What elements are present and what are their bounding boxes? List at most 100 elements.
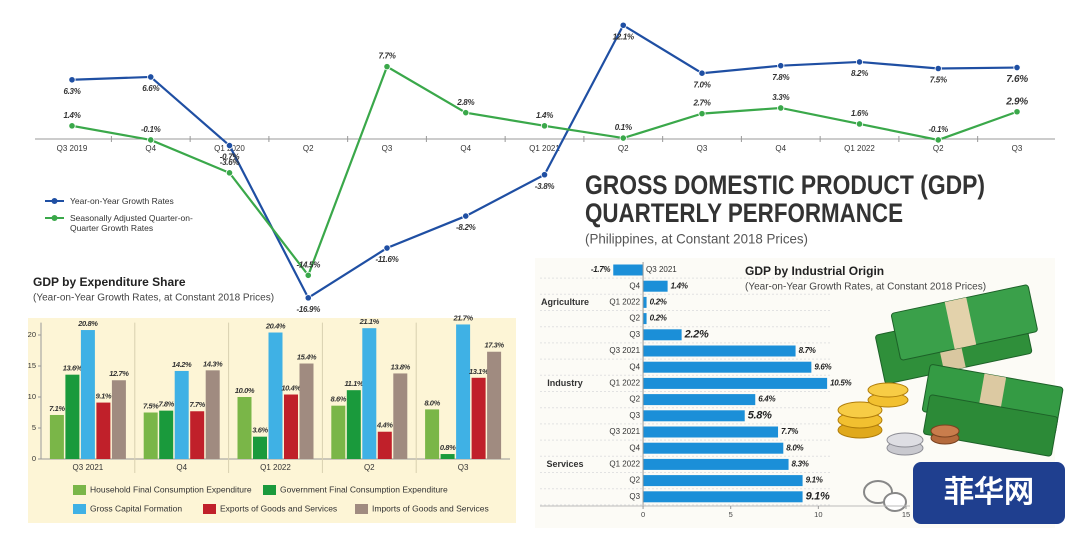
data-label: 10.5% — [830, 379, 851, 388]
data-label: 7.7% — [378, 52, 395, 61]
data-label: 7.1% — [49, 404, 65, 413]
data-label: 14.3% — [203, 359, 223, 368]
y-tick-label: Q2 — [629, 395, 640, 404]
series-point — [777, 62, 785, 70]
bar — [643, 394, 756, 406]
bar — [377, 431, 392, 459]
x-tick-label: Q2 — [933, 144, 944, 153]
data-label: 9.6% — [814, 362, 831, 371]
data-label: 10.0% — [235, 386, 255, 395]
data-label: 10.4% — [281, 384, 301, 393]
x-tick-label: Q4 — [460, 144, 471, 153]
bar — [456, 324, 471, 459]
data-label: 2.2% — [684, 329, 709, 341]
data-label: 0.2% — [650, 298, 667, 307]
bar — [362, 328, 377, 459]
legend-label: Year-on-Year Growth Rates — [70, 196, 174, 206]
data-label: 8.3% — [792, 460, 809, 469]
y-tick-label: 15 — [28, 361, 36, 370]
data-label: 1.6% — [851, 109, 868, 118]
x-tick-label: Q3 2019 — [57, 144, 88, 153]
series-point — [147, 73, 155, 81]
x-tick-label: 5 — [729, 510, 733, 519]
data-label: 8.0% — [424, 398, 440, 407]
bar — [284, 394, 298, 459]
bar — [643, 442, 784, 454]
data-label: 15.4% — [297, 353, 317, 362]
data-label: -14.5% — [296, 260, 320, 269]
bar — [440, 454, 455, 459]
data-label: 0.1% — [615, 123, 632, 132]
series-point — [68, 122, 76, 130]
data-label: 20.8% — [77, 319, 98, 328]
series-point — [855, 120, 864, 128]
data-label: 11.1% — [344, 379, 363, 388]
bar — [190, 411, 205, 459]
y-tick-label: Q3 2021 — [609, 346, 640, 355]
bar — [96, 402, 111, 459]
series-point — [619, 21, 627, 29]
data-label: 12.7% — [109, 369, 129, 378]
bar — [425, 409, 440, 459]
data-label: -1.7% — [591, 265, 611, 274]
bar — [268, 332, 283, 459]
legend-swatch — [73, 485, 86, 495]
legend-label: Gross Capital Formation — [90, 503, 182, 513]
series-point — [304, 271, 312, 279]
series-point — [934, 136, 942, 144]
series-point — [147, 136, 155, 144]
watermark-box — [913, 462, 1065, 524]
data-label: 0.2% — [650, 314, 667, 323]
series-point — [462, 212, 470, 220]
chart-subtitle: (Year-on-Year Growth Rates, at Constant … — [33, 293, 274, 304]
y-tick-label: Q3 — [629, 411, 640, 420]
money-illustration — [837, 284, 1064, 457]
series-point — [462, 109, 470, 117]
data-label: 7.5% — [143, 401, 159, 410]
data-label: 5.8% — [748, 410, 772, 422]
data-label: 20.4% — [265, 322, 286, 331]
x-tick-label: Q3 — [697, 144, 708, 153]
bar — [346, 390, 361, 459]
x-tick-label: Q1 2022 — [260, 463, 291, 472]
data-label: 21.7% — [452, 313, 473, 322]
data-label: 7.5% — [930, 76, 947, 85]
y-tick-label: Q3 — [629, 330, 640, 339]
bar — [643, 280, 668, 292]
data-label: 0.8% — [440, 443, 456, 452]
legend-label: Seasonally Adjusted Quarter-on-Quarter G… — [70, 213, 193, 233]
bar — [174, 370, 189, 459]
data-label: 9.1% — [806, 491, 830, 503]
x-tick-label: Q4 — [145, 144, 156, 153]
x-tick-label: Q3 — [458, 463, 469, 472]
bar — [331, 405, 346, 459]
series-point — [698, 69, 706, 77]
x-tick-label: 15 — [902, 510, 910, 519]
data-label: 17.3% — [484, 341, 504, 350]
x-tick-label: 0 — [641, 510, 645, 519]
main-subtitle: (Philippines, at Constant 2018 Prices) — [585, 231, 808, 247]
series-point — [698, 110, 706, 118]
data-label: 13.1% — [469, 367, 489, 376]
data-label: 3.6% — [252, 426, 268, 435]
y-tick-label: 0 — [32, 454, 36, 463]
legend-swatch — [263, 485, 276, 495]
data-label: 9.1% — [806, 476, 823, 485]
data-label: 6.4% — [758, 395, 775, 404]
data-label: 7.8% — [772, 73, 789, 82]
x-tick-label: Q2 — [618, 144, 629, 153]
y-tick-label: 20 — [28, 330, 36, 339]
main-title: GROSS DOMESTIC PRODUCT (GDP) — [585, 170, 985, 200]
data-label: 7.8% — [158, 400, 174, 409]
series-point — [68, 76, 76, 84]
data-label: 1.4% — [671, 281, 688, 290]
data-label: -8.2% — [456, 223, 476, 232]
x-tick-label: Q1 2021 — [529, 144, 560, 153]
x-tick-label: 10 — [814, 510, 822, 519]
data-label: -3.6% — [220, 158, 240, 167]
series-point — [540, 171, 549, 179]
legend-label: Government Final Consumption Expenditure — [280, 484, 448, 494]
bar — [393, 373, 408, 459]
bar — [80, 330, 95, 459]
